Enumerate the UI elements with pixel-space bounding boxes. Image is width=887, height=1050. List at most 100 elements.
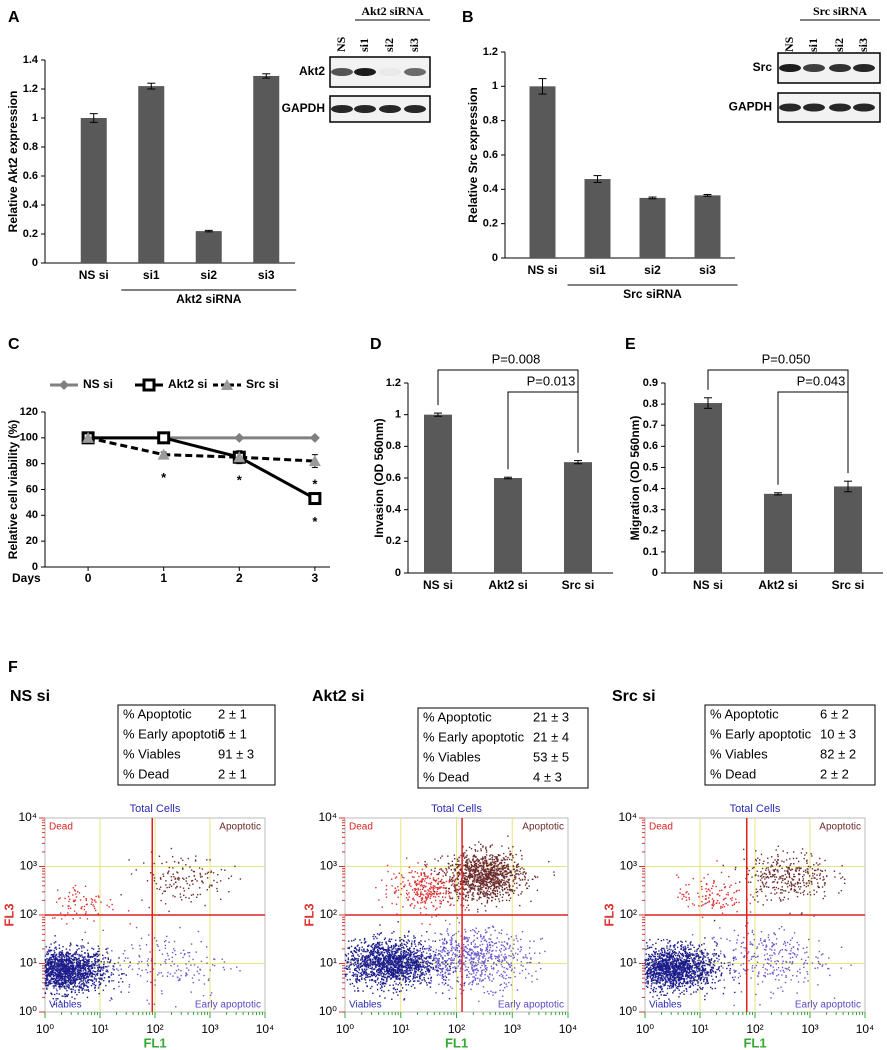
cell-dot bbox=[381, 906, 383, 908]
cell-dot bbox=[513, 882, 516, 885]
cell-dot bbox=[522, 956, 524, 958]
cell-dot bbox=[426, 984, 428, 986]
cell-dot bbox=[378, 974, 380, 976]
cell-dot bbox=[382, 948, 384, 950]
cell-dot bbox=[401, 975, 403, 977]
cell-dot bbox=[539, 952, 541, 954]
cell-dot bbox=[63, 995, 65, 997]
cell-dot bbox=[439, 899, 441, 902]
cell-dot bbox=[399, 957, 401, 959]
cell-dot bbox=[485, 947, 488, 949]
y-tick-label: 1 bbox=[395, 409, 401, 421]
cell-dot bbox=[497, 957, 499, 959]
cell-dot bbox=[86, 973, 89, 975]
cell-dot bbox=[44, 959, 47, 961]
cell-dot bbox=[162, 875, 165, 877]
cell-dot bbox=[504, 959, 506, 961]
cell-dot bbox=[448, 958, 450, 960]
cell-dot bbox=[70, 975, 72, 978]
cell-dot bbox=[473, 961, 475, 963]
cell-dot bbox=[400, 972, 402, 975]
cell-dot bbox=[181, 899, 183, 901]
cell-dot bbox=[80, 967, 82, 969]
cell-dot bbox=[482, 873, 485, 876]
blot-band bbox=[354, 68, 376, 76]
cell-dot bbox=[435, 969, 438, 972]
cell-dot bbox=[376, 978, 379, 981]
cell-dot bbox=[481, 938, 483, 940]
cell-dot bbox=[70, 976, 73, 978]
cell-dot bbox=[66, 923, 68, 925]
cell-dot bbox=[453, 875, 455, 877]
cell-dot bbox=[52, 975, 55, 977]
cell-dot bbox=[449, 939, 451, 941]
cell-dot bbox=[366, 968, 368, 971]
cell-dot bbox=[382, 946, 384, 949]
cell-dot bbox=[155, 882, 158, 885]
cell-dot bbox=[387, 947, 389, 949]
cell-dot bbox=[94, 954, 97, 957]
cell-dot bbox=[405, 897, 408, 899]
cell-dot bbox=[504, 864, 506, 867]
bar bbox=[639, 197, 666, 258]
cell-dot bbox=[417, 973, 419, 976]
cell-dot bbox=[79, 977, 81, 980]
cell-dot bbox=[500, 932, 503, 935]
cell-dot bbox=[55, 998, 57, 1000]
cell-dot bbox=[354, 990, 356, 992]
cell-dot bbox=[440, 868, 442, 870]
cell-dot bbox=[48, 960, 51, 962]
cell-dot bbox=[414, 940, 416, 942]
cell-dot bbox=[489, 938, 492, 940]
cell-dot bbox=[462, 943, 465, 946]
cell-dot bbox=[503, 941, 506, 943]
cell-dot bbox=[367, 966, 370, 969]
cell-dot bbox=[213, 958, 215, 960]
cell-dot bbox=[66, 979, 68, 982]
cell-dot bbox=[477, 945, 479, 948]
cell-dot bbox=[68, 962, 70, 964]
cell-dot bbox=[93, 920, 95, 922]
cell-dot bbox=[80, 968, 82, 970]
x-tick-label: 10⁰ bbox=[336, 1022, 354, 1036]
cell-dot bbox=[79, 960, 81, 963]
cell-dot bbox=[476, 968, 478, 970]
cell-dot bbox=[103, 979, 105, 982]
cell-dot bbox=[46, 964, 48, 966]
cell-dot bbox=[79, 961, 81, 964]
cell-dot bbox=[386, 964, 388, 967]
cell-dot bbox=[125, 974, 127, 976]
cell-dot bbox=[102, 973, 104, 976]
cell-dot bbox=[412, 961, 414, 963]
cell-dot bbox=[474, 969, 476, 971]
cell-dot bbox=[83, 983, 86, 985]
cell-dot bbox=[413, 899, 415, 901]
cell-dot bbox=[526, 957, 528, 959]
cell-dot bbox=[433, 905, 435, 908]
cell-dot bbox=[387, 958, 390, 961]
cell-dot bbox=[68, 962, 70, 965]
cell-dot bbox=[83, 908, 86, 911]
cell-dot bbox=[394, 965, 396, 967]
cell-dot bbox=[447, 866, 450, 868]
cell-dot bbox=[156, 887, 158, 890]
cell-dot bbox=[372, 948, 374, 950]
cell-dot bbox=[445, 880, 448, 883]
cell-dot bbox=[427, 875, 429, 877]
cell-dot bbox=[381, 964, 383, 967]
cell-dot bbox=[373, 957, 375, 959]
cell-dot bbox=[495, 942, 497, 944]
cell-dot bbox=[393, 947, 395, 949]
legend-marker bbox=[221, 379, 233, 390]
cell-dot bbox=[413, 887, 416, 890]
cell-dot bbox=[95, 973, 98, 975]
cell-dot bbox=[81, 977, 83, 979]
cell-dot bbox=[82, 983, 84, 985]
cell-dot bbox=[389, 966, 392, 968]
cell-dot bbox=[174, 896, 176, 898]
cell-dot bbox=[85, 958, 87, 960]
cell-dot bbox=[156, 944, 158, 946]
cell-dot bbox=[422, 961, 425, 964]
cell-dot bbox=[488, 993, 490, 995]
cell-dot bbox=[526, 962, 528, 964]
